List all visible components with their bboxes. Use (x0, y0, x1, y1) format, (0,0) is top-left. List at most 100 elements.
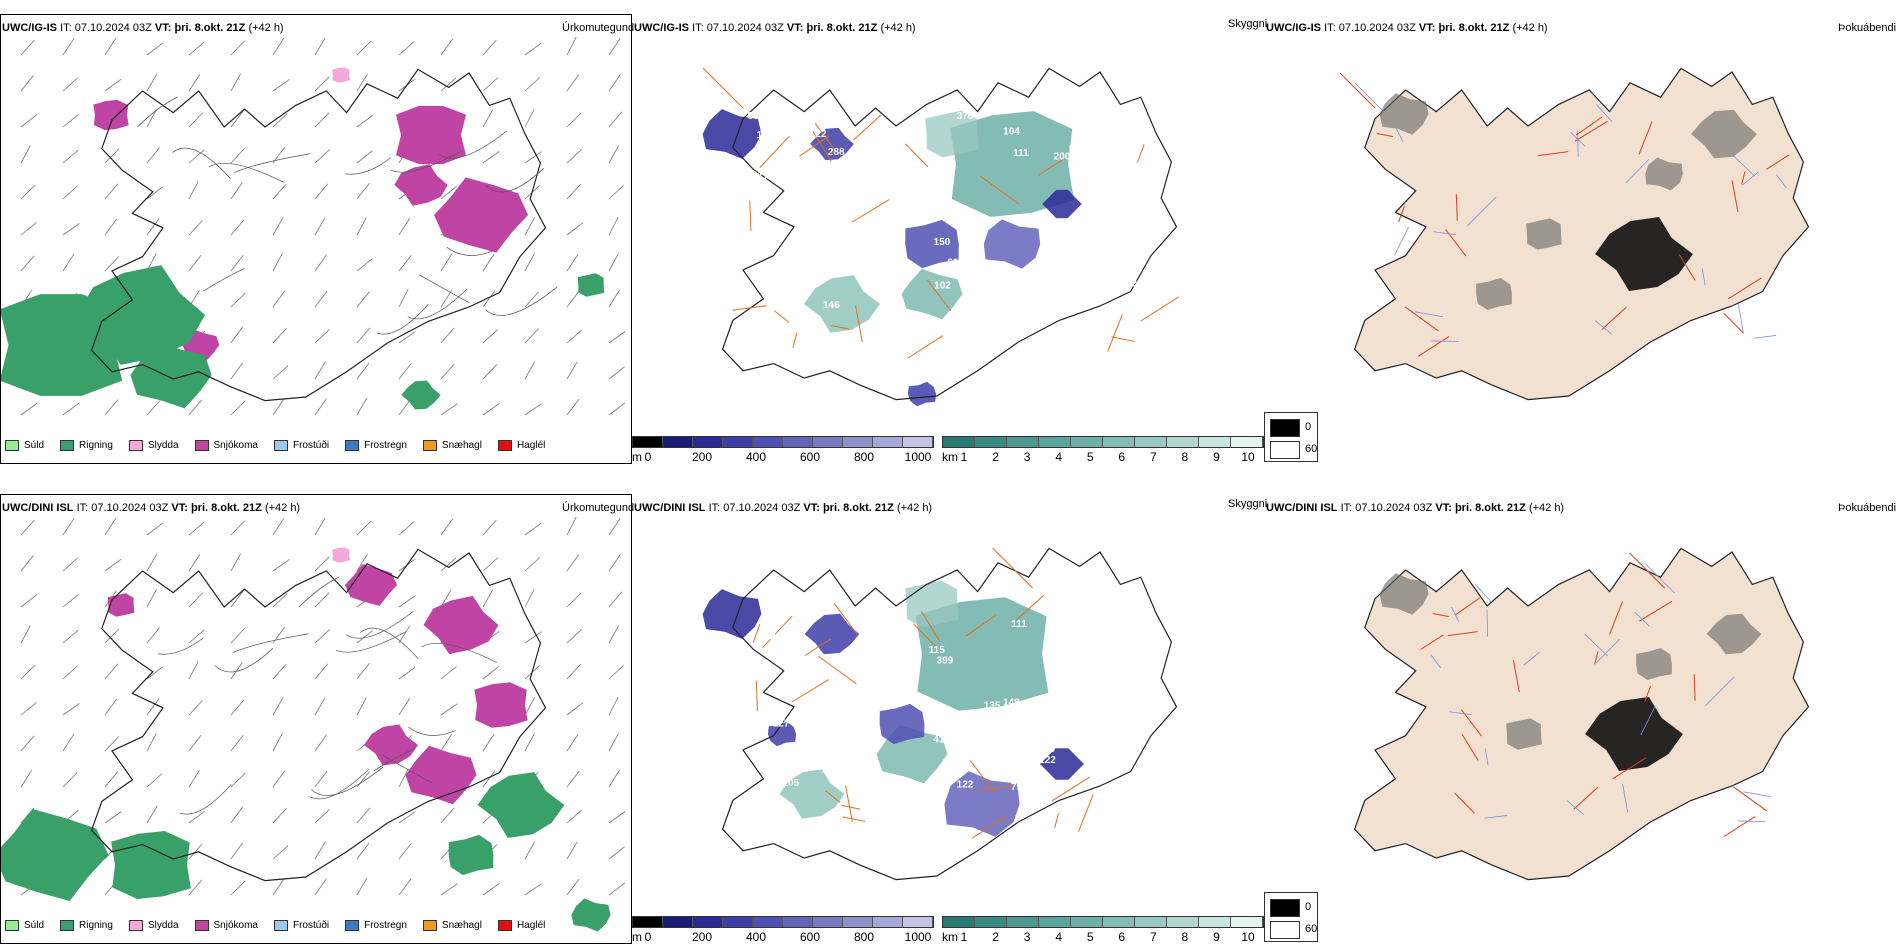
ceiling-value-label: 122 (1126, 278, 1143, 289)
road-line (855, 305, 863, 343)
wind-barb (188, 879, 203, 896)
wind-barb (524, 77, 541, 92)
wind-barb (566, 184, 581, 200)
fog-area (1476, 278, 1512, 310)
precip-map-bottom (1, 517, 626, 932)
legend-item: Rigning (60, 919, 113, 931)
rain-area (477, 772, 565, 838)
river-line (1634, 611, 1650, 627)
wind-barb (524, 697, 535, 716)
road-line (842, 816, 866, 822)
river-line (1625, 158, 1650, 184)
road-line (1612, 757, 1647, 780)
legend-swatch (422, 439, 437, 451)
legend-label: Snæhagl (441, 919, 482, 931)
visibility-area (779, 769, 845, 819)
wind-barb (608, 665, 624, 680)
snow-area (405, 745, 477, 805)
ceiling-value-label: 85 (809, 111, 821, 122)
legend-item: Haglél (497, 919, 546, 931)
legend-label: Frostregn (364, 439, 407, 451)
legend-swatch (5, 919, 19, 931)
river-line (1484, 815, 1508, 819)
fog-area (1691, 109, 1757, 159)
ceiling-value-label: 323 (919, 173, 936, 184)
road-line (1723, 816, 1756, 837)
wind-barb (398, 843, 412, 860)
precip-title: Úrkomutegund (562, 502, 635, 514)
wind-barb (20, 145, 31, 164)
wind-barb (524, 328, 540, 344)
wind-barb (356, 40, 372, 56)
wind-barb (314, 592, 330, 608)
legend-item: Snæhagl (422, 439, 482, 451)
river-line (345, 157, 391, 175)
ceiling-value-label: 198 (856, 664, 873, 675)
wind-barb (188, 112, 204, 128)
road-line (732, 305, 767, 311)
fog-legend-bottom: 0 60 (1264, 892, 1318, 942)
rain-area (448, 834, 494, 876)
road-line (1609, 601, 1623, 635)
legend-label: Haglél (516, 919, 546, 931)
wind-barb (608, 402, 626, 416)
wind-barb (608, 697, 619, 716)
precip-legend: Súld Rigning Slydda Snjókoma Frostúði Frostre… (5, 437, 561, 453)
wind-barb (62, 594, 79, 608)
wind-barb (62, 665, 79, 680)
wind-barb (608, 217, 619, 236)
wind-barb (314, 329, 330, 344)
wind-barb (20, 555, 34, 572)
colorbar-tick: 9 (1213, 450, 1220, 464)
ceiling-value-label: 103 (757, 130, 774, 141)
road-line (1454, 596, 1482, 616)
colorbar-tick: 200 (691, 450, 713, 464)
river-line (438, 130, 507, 159)
river-line (214, 647, 274, 673)
legend-swatch (345, 919, 360, 931)
snow-area (423, 595, 499, 655)
wind-barb (188, 181, 199, 200)
ceiling-area (767, 721, 797, 747)
wind-barb (440, 557, 457, 572)
legend-label: Slydda (147, 439, 179, 451)
wind-barb (482, 883, 500, 896)
wind-barb (146, 698, 160, 716)
colorbar-tick: 600 (799, 930, 821, 944)
wind-barb (230, 553, 242, 572)
wind-barb (440, 327, 455, 344)
wind-barb (272, 183, 287, 200)
wind-barb (104, 218, 118, 236)
wind-barb (20, 39, 35, 56)
wind-barb (608, 554, 621, 572)
wind-barb (482, 557, 499, 572)
wind-barb (104, 558, 122, 572)
wind-barb (272, 398, 285, 416)
wind-barb (104, 517, 117, 536)
road-line (921, 611, 941, 642)
wind-barb (356, 114, 374, 128)
wind-barb (272, 517, 285, 536)
river-line (335, 631, 407, 653)
river-line (1704, 676, 1735, 707)
wind-barb (230, 842, 243, 860)
wind-barb (566, 878, 580, 896)
wind-barb (230, 628, 245, 644)
river-line (203, 267, 246, 292)
land-area (1353, 67, 1810, 401)
fog-legend-top: 0 60 (1264, 412, 1318, 462)
river-line (418, 274, 470, 303)
snow-area (394, 164, 448, 206)
wind-barb (608, 253, 619, 272)
legend-item: Slydda (128, 439, 179, 451)
wind-barb (314, 37, 326, 56)
colorbar-tick: 400 (745, 930, 767, 944)
colorbar-tick: 6 (1118, 450, 1126, 464)
wind-barb (314, 290, 328, 308)
wind-barb (440, 666, 457, 680)
wind-barb (356, 697, 367, 716)
river-line (1594, 320, 1613, 335)
river-line (234, 153, 310, 173)
wind-barb (188, 810, 206, 824)
wind-barb (230, 292, 246, 308)
